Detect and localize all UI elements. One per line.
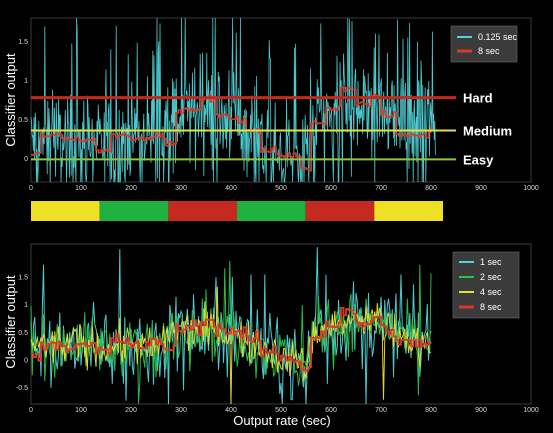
difficulty-segment-hard <box>305 201 375 221</box>
bottom-x-tick-label: 600 <box>325 407 337 414</box>
bottom-x-tick-label: 100 <box>75 407 87 414</box>
legend-label-8-top: 8 sec <box>478 46 500 56</box>
threshold-label-easy: Easy <box>463 152 494 167</box>
difficulty-segment-medium <box>237 201 306 221</box>
bottom-x-ticks: 0 100 200 300 400 500 600 700 800 900 1000 <box>29 407 539 414</box>
top-y-tick-label: 1 <box>24 78 28 85</box>
top-x-tick-label: 800 <box>425 185 437 192</box>
threshold-label-medium: Medium <box>463 123 512 138</box>
bottom-y-tick-label: 1.5 <box>18 275 28 282</box>
top-series <box>30 17 436 183</box>
difficulty-segment-easy <box>31 201 100 221</box>
bottom-x-tick-label: 700 <box>375 407 387 414</box>
bottom-x-tick-label: 300 <box>175 407 187 414</box>
top-x-tick-label: 100 <box>75 185 87 192</box>
top-y-ticks: 0 0.5 1 1.5 <box>18 39 28 163</box>
bottom-y-axis-title: Classifier output <box>3 275 18 369</box>
bottom-x-tick-label: 500 <box>275 407 287 414</box>
bottom-x-tick-label: 900 <box>475 407 487 414</box>
difficulty-threshold-lines: Hard Medium Easy <box>31 91 512 167</box>
series-8-sec-line <box>31 87 432 172</box>
top-y-axis-title: Classifier output <box>3 53 18 147</box>
top-y-tick-label: 1.5 <box>18 39 28 46</box>
bottom-y-ticks: -0.5 0 0.5 1 1.5 <box>16 275 28 392</box>
series-0125-sec-line <box>30 17 436 183</box>
difficulty-segment-hard <box>168 201 237 221</box>
bottom-plot-area <box>30 243 532 405</box>
top-x-ticks: 0 100 200 300 400 500 600 700 800 900 1000 <box>29 185 539 192</box>
bottom-y-tick-label: 1 <box>24 302 28 309</box>
legend-label-0125: 0.125 sec <box>478 32 518 42</box>
difficulty-bar <box>31 201 443 221</box>
top-x-tick-label: 300 <box>175 185 187 192</box>
bottom-x-tick-label: 200 <box>125 407 137 414</box>
legend-label-8-bottom: 8 sec <box>480 302 502 312</box>
bottom-y-tick-label: 0 <box>24 357 28 364</box>
series-4-sec-line <box>30 286 432 405</box>
top-y-tick-label: 0.5 <box>18 117 28 124</box>
bottom-chart: 0 100 200 300 400 500 600 700 800 900 1000 -0.5 0 0.… <box>3 243 539 428</box>
legend-label-2: 2 sec <box>480 272 502 282</box>
bottom-series <box>30 247 432 405</box>
bottom-y-tick-label: 0.5 <box>18 330 28 337</box>
difficulty-segment-medium <box>99 201 169 221</box>
bottom-x-tick-label: 400 <box>225 407 237 414</box>
top-x-tick-label: 1000 <box>523 185 539 192</box>
bottom-legend: 1 sec 2 sec 4 sec 8 sec <box>452 251 520 319</box>
bottom-x-tick-label: 800 <box>425 407 437 414</box>
top-legend: 0.125 sec 8 sec <box>450 25 518 63</box>
top-x-tick-label: 200 <box>125 185 137 192</box>
top-x-tick-label: 600 <box>325 185 337 192</box>
top-x-tick-label: 0 <box>29 185 33 192</box>
bottom-x-axis-title: Output rate (sec) <box>233 413 331 428</box>
legend-label-4: 4 sec <box>480 287 502 297</box>
top-x-tick-label: 700 <box>375 185 387 192</box>
top-x-tick-label: 500 <box>275 185 287 192</box>
top-x-tick-label: 400 <box>225 185 237 192</box>
difficulty-segment-easy <box>374 201 443 221</box>
bottom-x-tick-label: 1000 <box>523 407 539 414</box>
threshold-label-hard: Hard <box>463 91 493 106</box>
top-y-tick-label: 0 <box>24 156 28 163</box>
series-8-sec-line-bottom <box>31 307 432 372</box>
legend-label-1: 1 sec <box>480 257 502 267</box>
bottom-x-tick-label: 0 <box>29 407 33 414</box>
bottom-y-tick-label: -0.5 <box>16 385 28 392</box>
top-x-tick-label: 900 <box>475 185 487 192</box>
top-chart: 0 100 200 300 400 500 600 700 800 900 1000 0 0.5 1 1.… <box>3 17 539 192</box>
